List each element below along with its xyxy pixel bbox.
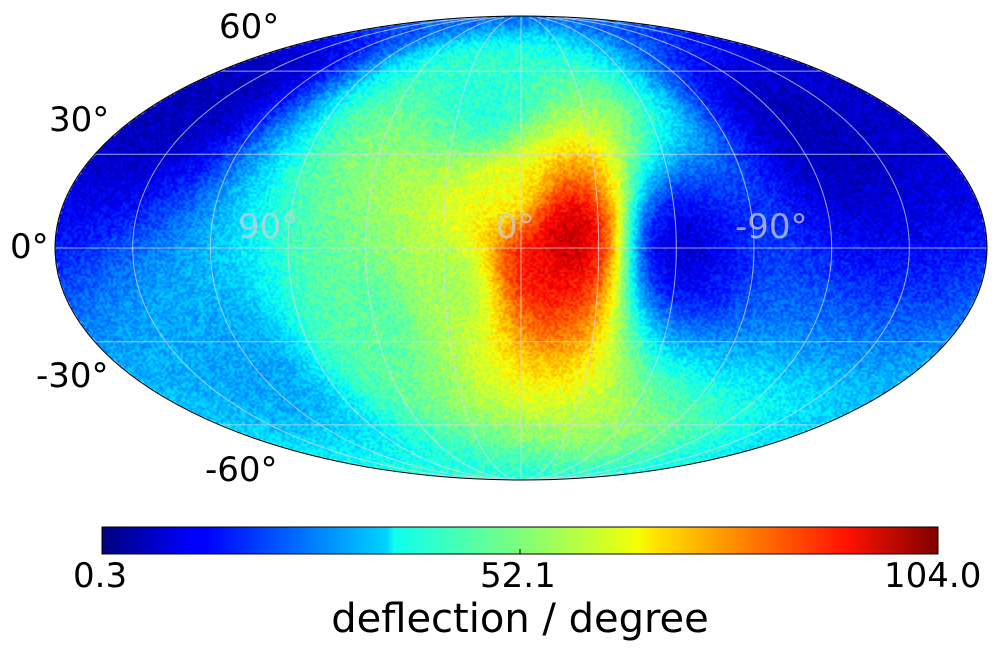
- longitude-line: [209, 16, 517, 480]
- longitude-line: [365, 16, 519, 480]
- colorbar-label: deflection / degree: [331, 596, 709, 642]
- longitude-line: [526, 16, 910, 480]
- longitude-line: [524, 16, 755, 480]
- lat-label-30: 30°: [49, 100, 110, 140]
- lat-label-minus-60: -60°: [205, 450, 278, 490]
- longitude-line: [287, 16, 518, 480]
- colorbar-tick-label-min: 0.3: [73, 556, 128, 596]
- lat-label-60: 60°: [219, 7, 280, 47]
- colorbar-tick-label-max: 104.0: [884, 556, 982, 596]
- lat-label-minus-30: -30°: [36, 356, 109, 396]
- longitude-line: [442, 16, 520, 480]
- lon-label-minus-90: -90°: [735, 207, 808, 247]
- longitude-line: [132, 16, 516, 480]
- map-border: [54, 15, 988, 481]
- lon-label-90: 90°: [238, 207, 299, 247]
- lon-label-0: 0°: [496, 207, 535, 247]
- longitude-line: [523, 16, 677, 480]
- colorbar-tick-label-mid: 52.1: [480, 556, 556, 596]
- longitude-line: [525, 16, 833, 480]
- lat-label-0: 0°: [10, 227, 49, 267]
- graticule: [55, 16, 987, 480]
- longitude-line: [522, 16, 600, 480]
